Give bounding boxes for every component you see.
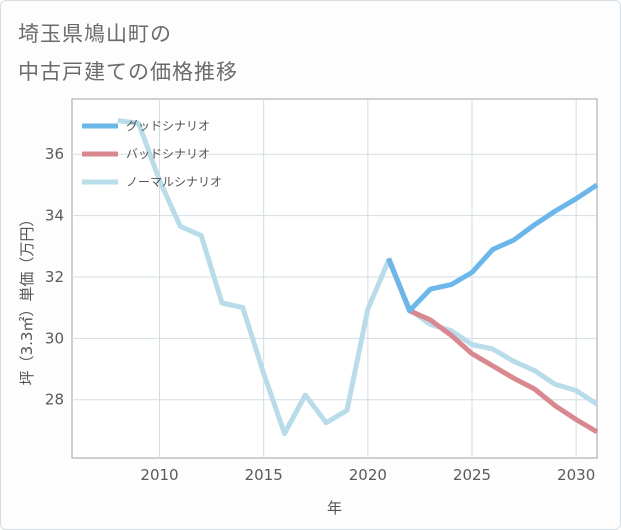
y-tick-label: 34 [45, 207, 64, 225]
y-tick-label: 30 [45, 329, 64, 347]
series-line-1 [386, 257, 599, 435]
axis-ticks: 2010 2015 2020 2025 2030 28 30 32 34 36 [45, 145, 595, 484]
y-tick-label: 36 [45, 145, 64, 163]
x-tick-label: 2030 [557, 466, 595, 484]
x-tick-label: 2020 [349, 466, 387, 484]
y-axis-label: 坪（3.3㎡）単価（万円） [18, 212, 36, 386]
series-line-0 [386, 182, 599, 314]
legend-label-2: ノーマルシナリオ [126, 175, 222, 189]
series-lines [117, 118, 599, 436]
legend-label-0: グッドシナリオ [126, 119, 210, 133]
chart-title-line-2: 中古戸建ての価格推移 [18, 60, 238, 84]
x-tick-label: 2015 [245, 466, 283, 484]
x-tick-label: 2010 [140, 466, 178, 484]
y-tick-label: 32 [45, 268, 64, 286]
legend-label-1: バッドシナリオ [126, 147, 210, 161]
x-axis-label: 年 [327, 499, 342, 517]
y-tick-label: 28 [45, 391, 64, 409]
x-tick-label: 2025 [453, 466, 491, 484]
series-line-2 [117, 118, 599, 436]
chart-title-line-1: 埼玉県鳩山町の [18, 22, 172, 46]
grid-lines [72, 99, 597, 458]
